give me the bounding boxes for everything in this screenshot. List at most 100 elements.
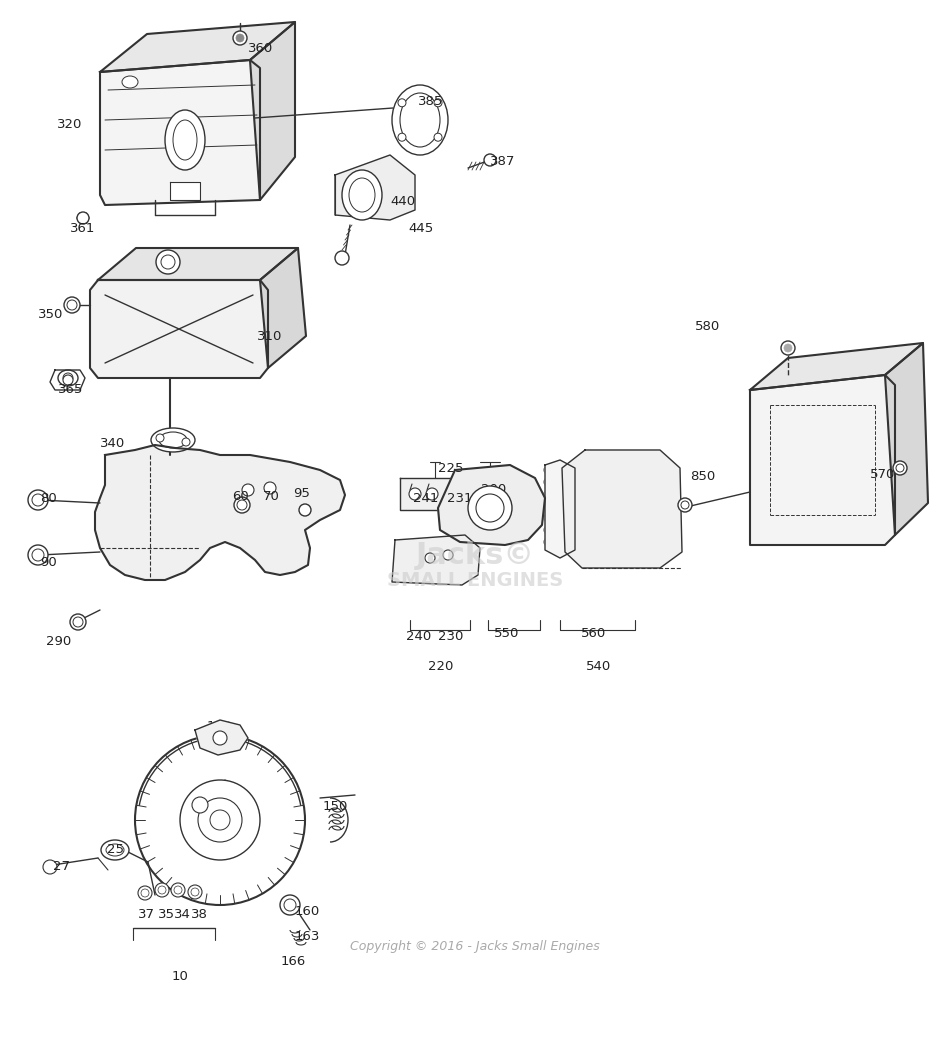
Polygon shape [750,343,923,390]
Circle shape [280,895,300,914]
Text: 34: 34 [174,908,191,921]
Text: 360: 360 [248,42,274,55]
Text: 361: 361 [70,222,95,235]
Circle shape [264,482,276,494]
Polygon shape [545,460,575,558]
Polygon shape [95,445,345,580]
Ellipse shape [342,170,382,220]
Circle shape [893,461,907,475]
Text: 80: 80 [40,492,57,505]
Text: 241: 241 [413,492,438,505]
Circle shape [28,490,48,510]
Circle shape [67,300,77,310]
Circle shape [191,888,199,895]
Text: 850: 850 [690,470,715,483]
Circle shape [335,251,349,265]
Ellipse shape [58,370,78,386]
Polygon shape [438,465,545,545]
Polygon shape [90,280,268,378]
Ellipse shape [101,840,129,860]
Circle shape [32,494,44,506]
Text: 550: 550 [494,627,520,640]
Text: 290: 290 [46,635,71,648]
Circle shape [198,798,242,842]
Circle shape [192,797,208,813]
Circle shape [70,614,86,630]
Ellipse shape [122,76,138,88]
Circle shape [138,886,152,900]
Ellipse shape [106,844,124,856]
Circle shape [409,488,421,499]
Circle shape [155,883,169,897]
Circle shape [476,494,504,522]
Text: 220: 220 [428,660,453,673]
Text: 202: 202 [483,512,508,525]
Circle shape [63,373,73,383]
Circle shape [484,154,496,166]
Text: 25: 25 [107,843,124,856]
Circle shape [896,464,904,472]
Circle shape [233,31,247,45]
Text: 570: 570 [870,468,895,480]
Circle shape [284,899,296,911]
Circle shape [242,484,254,496]
Polygon shape [562,450,682,568]
Circle shape [73,617,83,627]
Text: 70: 70 [263,490,280,503]
Polygon shape [195,720,248,755]
Text: 230: 230 [438,630,464,643]
Circle shape [156,434,164,442]
Polygon shape [400,478,470,510]
Circle shape [182,438,190,446]
Polygon shape [100,22,295,72]
Circle shape [171,883,185,897]
Text: 150: 150 [323,800,349,813]
Text: SMALL ENGINES: SMALL ENGINES [387,570,563,589]
Circle shape [174,886,182,894]
Circle shape [158,886,166,894]
Text: 170: 170 [207,720,233,733]
Text: 95: 95 [293,487,310,499]
Polygon shape [885,343,928,535]
Text: 27: 27 [53,860,70,873]
Circle shape [398,133,406,142]
Polygon shape [750,375,895,545]
Text: 340: 340 [100,437,125,450]
Text: 320: 320 [57,118,83,131]
Text: 560: 560 [581,627,606,640]
Circle shape [678,498,692,512]
Polygon shape [100,60,260,205]
Text: 38: 38 [191,908,208,921]
Text: 580: 580 [695,320,720,333]
Text: 200: 200 [481,483,506,496]
Text: 10: 10 [172,970,189,983]
Circle shape [468,486,512,530]
Circle shape [64,297,80,313]
Text: 37: 37 [138,908,155,921]
Circle shape [210,810,230,830]
Ellipse shape [349,178,375,212]
Text: 350: 350 [38,308,64,321]
Circle shape [28,545,48,565]
Circle shape [237,499,247,510]
Circle shape [784,344,792,352]
Text: 240: 240 [406,630,431,643]
Circle shape [781,341,795,355]
Circle shape [443,550,453,560]
Text: 310: 310 [257,329,282,343]
Circle shape [141,889,149,897]
Polygon shape [250,22,295,200]
Ellipse shape [159,432,187,448]
Text: 35: 35 [158,908,175,921]
Circle shape [43,860,57,874]
Polygon shape [170,182,200,200]
Polygon shape [98,248,298,280]
Circle shape [681,501,689,509]
Text: Jacks©: Jacks© [415,541,535,569]
Circle shape [77,212,89,224]
Text: 231: 231 [447,492,472,505]
Text: 540: 540 [586,660,611,673]
Circle shape [398,99,406,107]
Text: 90: 90 [40,557,57,569]
Ellipse shape [165,110,205,170]
